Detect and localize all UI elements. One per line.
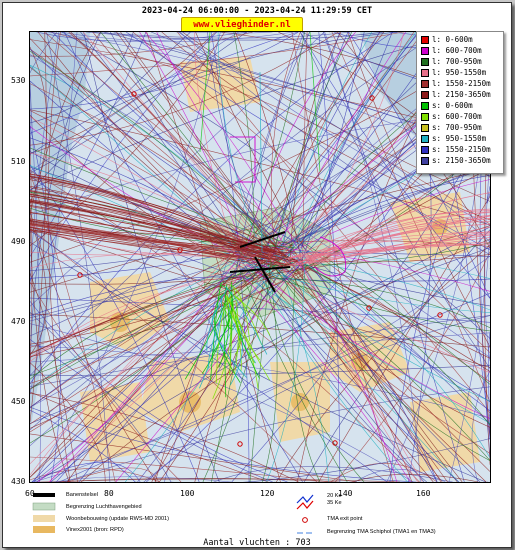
legend-swatch (421, 80, 429, 88)
airport-boundary-swatch (32, 502, 56, 511)
x-tick-label: 120 (260, 489, 275, 498)
y-tick-label: 450 (11, 397, 26, 406)
legend-tma-exit-label: TMA exit point (327, 516, 363, 522)
legend-item: l: 950-1550m (421, 67, 486, 78)
vinex-swatch (33, 526, 55, 533)
ke-35-icon (296, 500, 314, 510)
legend-swatch (421, 135, 429, 143)
flight-tracks (30, 32, 490, 482)
legend-swatch (421, 157, 429, 165)
legend-swatch (421, 102, 429, 110)
y-tick-label: 430 (11, 477, 26, 486)
legend-item: l: 2150-3650m (421, 89, 491, 100)
legend-swatch (421, 69, 429, 77)
legend-swatch (421, 58, 429, 66)
flight-count: Aantal vluchten : 703 (203, 538, 311, 548)
legend-swatch (421, 124, 429, 132)
legend-airport-boundary-label: Begrenzing Luchthavengebied (66, 504, 142, 510)
legend-swatch (421, 113, 429, 121)
legend-swatch (421, 146, 429, 154)
legend-tma-boundary-label: Begrenzing TMA Schiphol (TMA1 en TMA3) (327, 529, 436, 535)
legend-item: s: 1550-2150m (421, 144, 491, 155)
legend-item: s: 2150-3650m (421, 155, 491, 166)
altitude-legend: l: 0-600m l: 600-700m l: 700-950m l: 950… (416, 31, 504, 174)
legend-swatch (421, 47, 429, 55)
legend-housing-label: Woonbebouwing (update RWS-MD 2001) (66, 516, 170, 522)
tma-exit-icon (302, 517, 308, 523)
runway-swatch (33, 493, 55, 497)
legend-swatch (421, 36, 429, 44)
y-tick-label: 510 (11, 157, 26, 166)
x-tick-label: 100 (180, 489, 195, 498)
y-tick-label: 470 (11, 317, 26, 326)
date-range-title: 2023-04-24 06:00:00 - 2023-04-24 11:29:5… (141, 6, 373, 16)
x-tick-label: 80 (104, 489, 114, 498)
legend-item: s: 0-600m (421, 100, 473, 111)
flight-tracks-map[interactable] (29, 31, 491, 483)
legend-item: l: 1550-2150m (421, 78, 491, 89)
y-tick-label: 490 (11, 237, 26, 246)
x-tick-label: 140 (338, 489, 353, 498)
legend-item: l: 0-600m (421, 34, 473, 45)
legend-item: l: 700-950m (421, 56, 482, 67)
legend-item: l: 600-700m (421, 45, 482, 56)
map-legend-swatches (32, 493, 56, 533)
legend-vinex-label: Vinex2001 (bron: RPD) (66, 527, 124, 533)
legend-item: s: 700-950m (421, 122, 482, 133)
map-canvas (30, 32, 490, 482)
legend-ke35-label: 35 Ke (327, 500, 342, 506)
x-tick-label: 160 (416, 489, 431, 498)
housing-swatch (33, 515, 55, 522)
y-tick-label: 530 (11, 76, 26, 85)
legend-swatch (421, 91, 429, 99)
ke-20-icon (296, 494, 314, 504)
legend-ke20-label: 20 Ke (327, 493, 342, 499)
tma-exit-points (77, 91, 443, 447)
legend-item: s: 950-1550m (421, 133, 486, 144)
map-legend-symbols (296, 494, 314, 534)
legend-runway-label: Banenstelsel (66, 492, 99, 498)
x-tick-label: 60 (25, 489, 35, 498)
legend-item: s: 600-700m (421, 111, 482, 122)
